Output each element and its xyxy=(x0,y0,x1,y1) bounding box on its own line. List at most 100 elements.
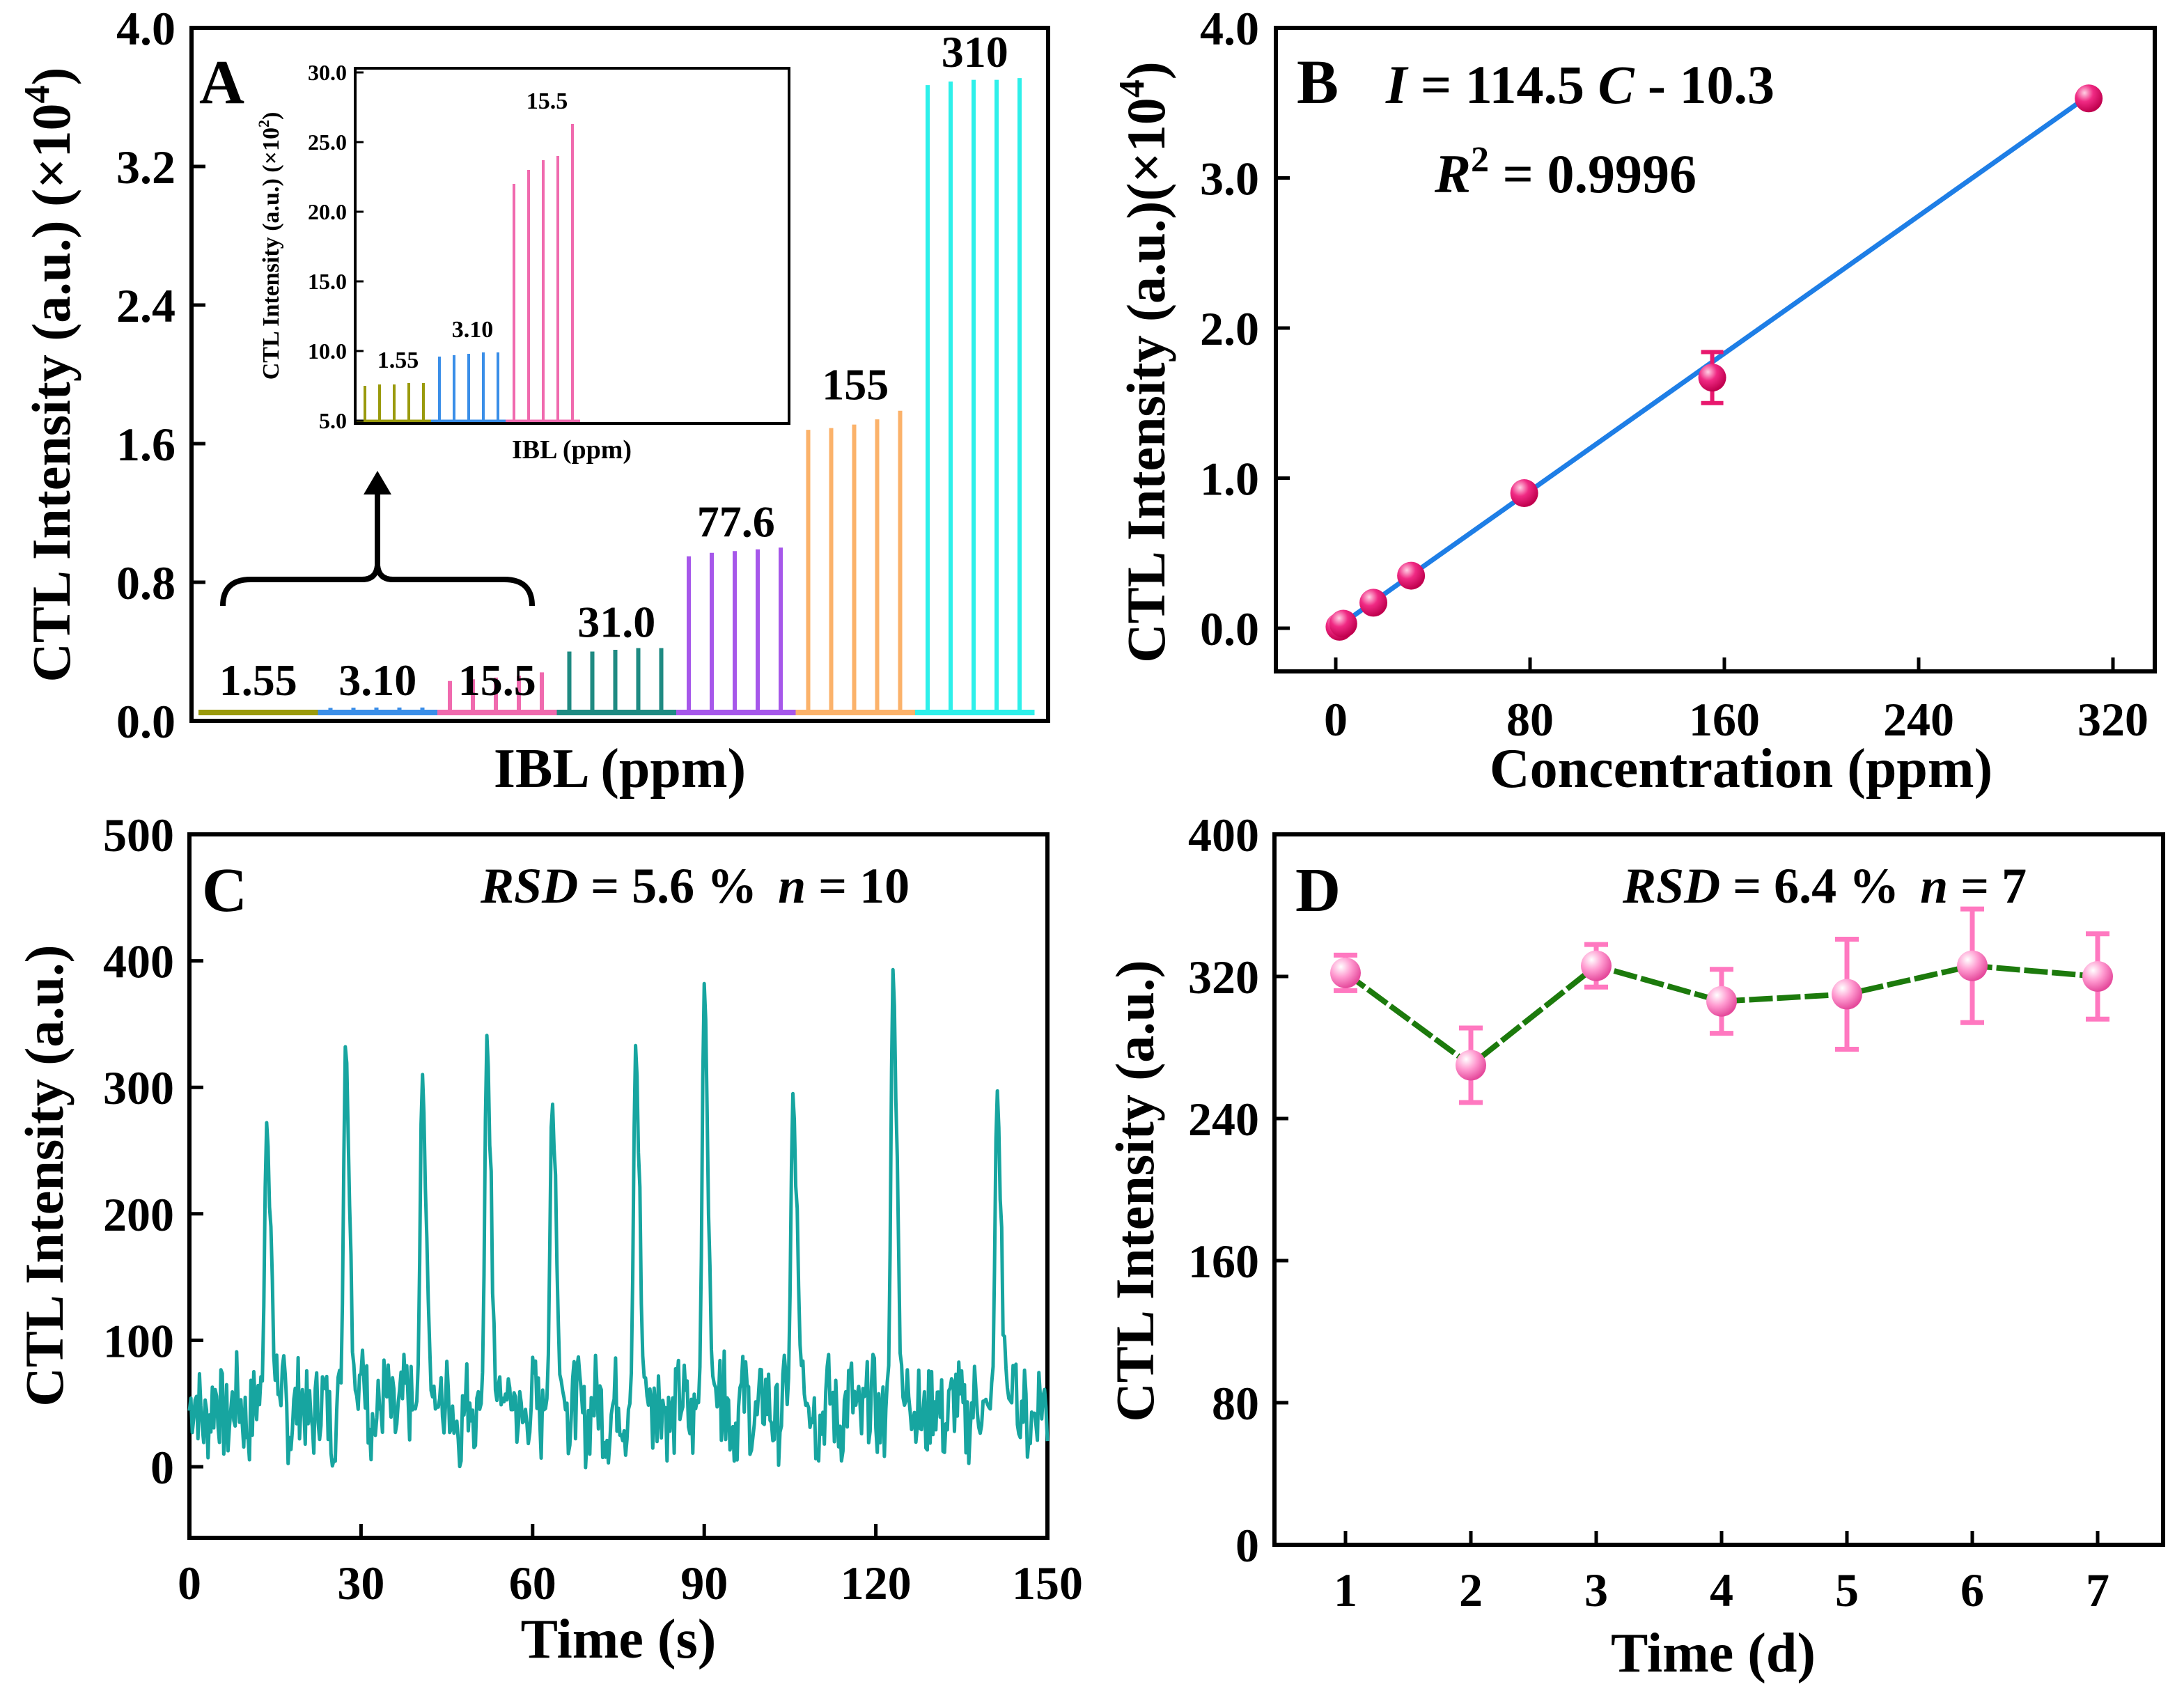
y-tick-label: 2.4 xyxy=(116,279,176,332)
y-tick-label: 200 xyxy=(103,1188,174,1241)
data-point xyxy=(1581,950,1612,981)
y-tick-label: 3.2 xyxy=(116,141,176,194)
x-tick-label: 0 xyxy=(1324,693,1348,746)
inset-y-tick-label: 15.0 xyxy=(308,269,347,294)
y-tick-label: 0 xyxy=(1235,1519,1259,1572)
panel-a-y-label: CTL Intensity (a.u.) (×104) xyxy=(17,67,81,682)
x-tick-label: 160 xyxy=(1689,693,1760,746)
panel-a-x-label: IBL (ppm) xyxy=(494,738,746,800)
panel-a-inset-y-ticks: 5.0 10.0 15.0 20.0 25.0 30.0 xyxy=(308,60,364,433)
panel-d: 1 2 3 4 5 6 7 0 80 160 240 320 400 D RSD = 6.4 % n = … xyxy=(1105,809,2165,1684)
x-tick-label: 60 xyxy=(509,1557,556,1610)
panel-a-inset-background xyxy=(346,68,789,423)
inset-y-tick-label: 10.0 xyxy=(308,338,347,364)
group-label: 310 xyxy=(942,27,1008,77)
x-tick-label: 90 xyxy=(680,1557,728,1610)
group-label: 1.55 xyxy=(219,655,297,705)
panel-a-letter: A xyxy=(199,48,244,117)
y-tick-label: 400 xyxy=(103,935,174,988)
x-tick-label: 320 xyxy=(2077,693,2148,746)
inset-y-tick-label: 5.0 xyxy=(319,408,347,433)
inset-y-tick-label: 30.0 xyxy=(308,60,347,85)
panel-b-points xyxy=(1325,84,2103,641)
data-point xyxy=(1957,950,1988,981)
data-point xyxy=(1397,561,1426,590)
panel-b-frame xyxy=(1274,26,2157,673)
data-point xyxy=(2082,961,2113,992)
panel-c: 0 30 60 90 120 150 0 100 200 300 400 500 C RSD = 5.… xyxy=(14,809,1083,1670)
x-tick-label: 7 xyxy=(2086,1564,2109,1617)
group-label: 15.5 xyxy=(458,655,536,705)
x-tick-label: 150 xyxy=(1012,1557,1083,1610)
panel-a-brace xyxy=(220,565,535,607)
data-point xyxy=(2075,84,2103,113)
y-tick-label: 0 xyxy=(150,1441,174,1494)
panel-d-ticks: 1 2 3 4 5 6 7 0 80 160 240 320 400 xyxy=(1188,809,2109,1617)
y-tick-label: 0.8 xyxy=(116,556,176,609)
panel-a-y-ticks: 0.0 0.8 1.6 2.4 3.2 4.0 xyxy=(116,2,205,748)
y-tick-label: 0.0 xyxy=(116,695,176,748)
panel-a-inset-x-label: IBL (ppm) xyxy=(512,435,632,465)
inset-group-label: 3.10 xyxy=(452,317,494,343)
data-point xyxy=(1698,364,1726,392)
panel-c-letter: C xyxy=(202,856,247,925)
panel-c-frame xyxy=(187,832,1050,1540)
x-tick-label: 6 xyxy=(1960,1564,1984,1617)
x-tick-label: 2 xyxy=(1459,1564,1483,1617)
y-tick-label: 320 xyxy=(1188,951,1259,1004)
x-tick-label: 5 xyxy=(1835,1564,1859,1617)
y-tick-label: 1.6 xyxy=(116,418,176,471)
panel-a-y-label-sup: 4 xyxy=(17,85,57,103)
x-tick-label: 240 xyxy=(1883,693,1954,746)
group-label: 3.10 xyxy=(338,655,416,705)
x-tick-label: 30 xyxy=(337,1557,384,1610)
panel-b-x-label: Concentration (ppm) xyxy=(1490,738,1992,800)
group-label: 155 xyxy=(822,360,889,410)
x-tick-label: 3 xyxy=(1584,1564,1608,1617)
inset-y-tick-label: 25.0 xyxy=(308,130,347,155)
panel-a-group-labels: 1.55 3.10 15.5 31.0 77.6 155 310 xyxy=(219,27,1008,705)
panel-a-bars xyxy=(198,78,1035,715)
panel-c-signal-trace xyxy=(187,967,1050,1470)
y-tick-label: 3.0 xyxy=(1200,153,1259,205)
x-tick-label: 120 xyxy=(841,1557,912,1610)
panel-a-arrow-head xyxy=(364,471,391,494)
x-tick-label: 0 xyxy=(178,1557,201,1610)
y-tick-label: 160 xyxy=(1188,1235,1259,1288)
data-point xyxy=(1359,589,1388,617)
panel-b-r-squared: R2 = 0.9996 xyxy=(1434,140,1696,204)
y-tick-label: 4.0 xyxy=(1200,2,1259,55)
y-tick-label: 500 xyxy=(103,809,174,862)
panel-d-frame xyxy=(1272,832,2165,1547)
panel-d-letter: D xyxy=(1295,856,1341,925)
y-tick-label: 100 xyxy=(103,1314,174,1367)
y-tick-label: 80 xyxy=(1212,1377,1259,1430)
panel-a-axes xyxy=(189,26,1050,723)
panel-a-inset-bars xyxy=(357,124,580,423)
panel-a-inset-y-label: CTL Intensity (a.u.) (×102) xyxy=(255,112,284,380)
signal-trace xyxy=(187,967,1050,1470)
data-point xyxy=(1329,609,1357,638)
panel-b-letter: B xyxy=(1297,48,1339,117)
panel-d-points xyxy=(1330,906,2113,1105)
x-tick-label: 1 xyxy=(1334,1564,1357,1617)
group-label: 31.0 xyxy=(577,598,655,647)
panel-d-x-label: Time (d) xyxy=(1611,1623,1816,1684)
data-point xyxy=(1456,1050,1486,1081)
panel-b: 0 80 160 240 320 0.0 1.0 2.0 3.0 4.0 B I = 114.5 … xyxy=(1112,2,2157,800)
data-point xyxy=(1832,979,1862,1010)
y-tick-label: 0.0 xyxy=(1200,602,1259,655)
panel-a-frame xyxy=(189,26,1050,723)
panel-d-y-label: CTL Intensity (a.u.) xyxy=(1105,960,1165,1422)
panel-a-inset-group-labels: 1.55 3.10 15.5 xyxy=(377,88,568,373)
x-tick-label: 4 xyxy=(1710,1564,1733,1617)
panel-b-y-label: CTL Intensity (a.u.)(×104) xyxy=(1112,61,1176,663)
panel-b-ticks: 0 80 160 240 320 0.0 1.0 2.0 3.0 4.0 xyxy=(1200,2,2148,746)
x-tick-label: 80 xyxy=(1506,693,1554,746)
inset-y-tick-label: 20.0 xyxy=(308,199,347,224)
y-tick-label: 400 xyxy=(1188,809,1259,862)
panel-c-y-label: CTL Intensity (a.u.) xyxy=(14,944,75,1406)
panel-c-x-label: Time (s) xyxy=(521,1609,717,1670)
panel-c-ticks: 0 30 60 90 120 150 0 100 200 300 400 500 xyxy=(103,809,1083,1610)
group-label: 77.6 xyxy=(697,497,775,546)
